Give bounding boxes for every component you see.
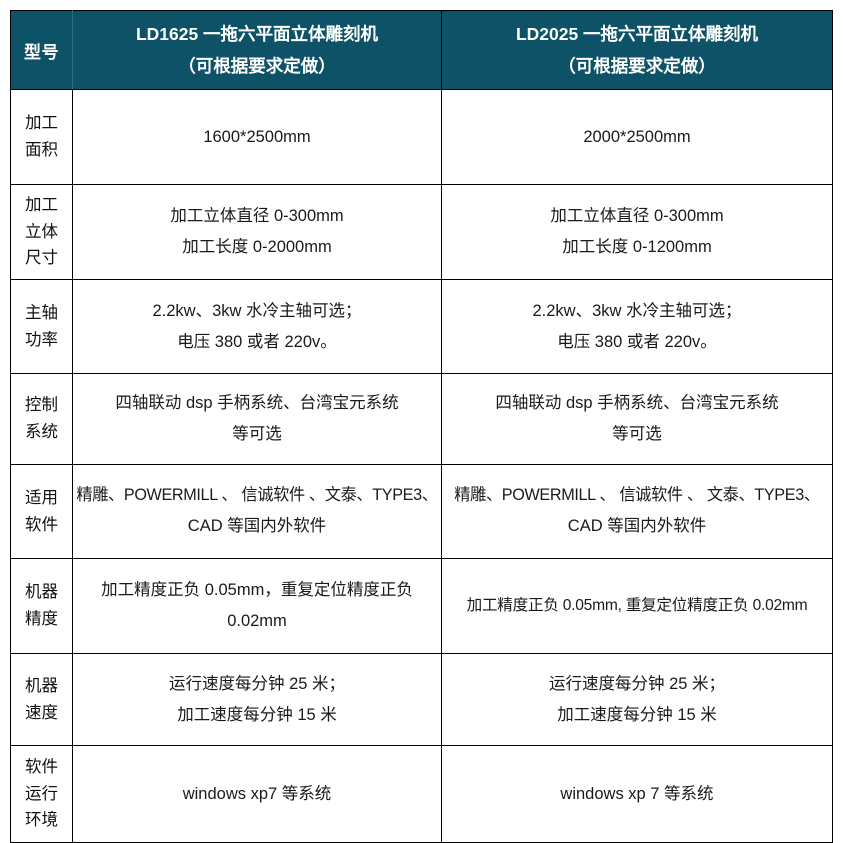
row-label-line: 加工: [25, 195, 58, 214]
cell-line: 加工速度每分钟 15 米: [557, 705, 717, 724]
header-row: 型号 LD1625 一拖六平面立体雕刻机 （可根据要求定做） LD2025 一拖…: [10, 10, 833, 90]
table-row: 适用 软件 精雕、POWERMILL 、 信诚软件 、文泰、TYPE3、 CAD…: [10, 464, 833, 559]
row-label-machine-precision: 机器 精度: [10, 558, 73, 654]
cell-line: 等可选: [232, 425, 282, 443]
cell-machine-precision-ld1625: 加工精度正负 0.05mm，重复定位精度正负 0.02mm: [72, 558, 442, 654]
table-body: 加工 面积 1600*2500mm 2000*2500mm 加工 立体: [10, 89, 833, 843]
table-row: 控制 系统 四轴联动 dsp 手柄系统、台湾宝元系统 等可选 四轴联动 dsp …: [10, 373, 833, 465]
cell-machine-speed-ld2025: 运行速度每分钟 25 米； 加工速度每分钟 15 米: [441, 653, 833, 746]
cell-line: 四轴联动 dsp 手柄系统、台湾宝元系统: [115, 394, 399, 413]
cell-line: 加工精度正负 0.05mm，重复定位精度正负: [101, 581, 413, 600]
row-label-spindle-power: 主轴 功率: [10, 279, 73, 374]
table-row: 主轴 功率 2.2kw、3kw 水冷主轴可选； 电压 380 或者 220v。 …: [10, 279, 833, 374]
cell-software-environment-ld1625: windows xp7 等系统: [72, 745, 442, 843]
header-model-ld2025: LD2025 一拖六平面立体雕刻机 （可根据要求定做）: [441, 10, 833, 90]
row-label-line: 机器: [25, 583, 58, 602]
cell-line: 运行速度每分钟 25 米；: [168, 674, 346, 693]
cell-line: 加工立体直径 0-300mm: [170, 207, 344, 226]
cell-line: 加工精度正负 0.05mm, 重复定位精度正负 0.02mm: [466, 596, 808, 614]
row-label-line: 系统: [25, 423, 58, 441]
row-label-line: 机器: [25, 676, 58, 695]
cell-processing-area-ld1625: 1600*2500mm: [72, 89, 442, 185]
cell-line: 四轴联动 dsp 手柄系统、台湾宝元系统: [495, 394, 779, 413]
cell-3d-size-ld1625: 加工立体直径 0-300mm 加工长度 0-2000mm: [72, 184, 442, 280]
row-label-line: 主轴: [25, 303, 58, 322]
cell-line: 加工速度每分钟 15 米: [177, 705, 337, 724]
row-label-line: 软件: [25, 757, 58, 776]
cell-control-system-ld1625: 四轴联动 dsp 手柄系统、台湾宝元系统 等可选: [72, 373, 442, 465]
cell-processing-area-ld2025: 2000*2500mm: [441, 89, 833, 185]
cell-line: 加工长度 0-2000mm: [182, 238, 332, 256]
row-label-line: 加工: [25, 114, 58, 133]
cell-machine-speed-ld1625: 运行速度每分钟 25 米； 加工速度每分钟 15 米: [72, 653, 442, 746]
cell-line: 精雕、POWERMILL 、 信诚软件 、 文泰、TYPE3、: [454, 486, 820, 505]
row-label-line: 面积: [25, 141, 58, 159]
cell-line: 0.02mm: [227, 612, 287, 630]
table-row: 机器 精度 加工精度正负 0.05mm，重复定位精度正负 0.02mm 加工精度…: [10, 558, 833, 654]
row-label-line: 控制: [25, 396, 58, 415]
row-label-processing-area: 加工 面积: [10, 89, 73, 185]
cell-line: CAD 等国内外软件: [187, 517, 327, 536]
row-label-software-environment: 软件 运行 环境: [10, 745, 73, 843]
header-model-ld2025-note: （可根据要求定做）: [558, 56, 716, 76]
cell-line: windows xp7 等系统: [182, 784, 332, 803]
header-model-ld1625: LD1625 一拖六平面立体雕刻机 （可根据要求定做）: [72, 10, 442, 90]
header-model-ld1625-title: LD1625 一拖六平面立体雕刻机: [135, 23, 379, 44]
cell-applicable-software-ld1625: 精雕、POWERMILL 、 信诚软件 、文泰、TYPE3、 CAD 等国内外软…: [72, 464, 442, 559]
header-model-ld2025-title: LD2025 一拖六平面立体雕刻机: [515, 23, 759, 44]
row-label-applicable-software: 适用 软件: [10, 464, 73, 559]
cell-applicable-software-ld2025: 精雕、POWERMILL 、 信诚软件 、 文泰、TYPE3、 CAD 等国内外…: [441, 464, 833, 559]
cell-line: 等可选: [612, 425, 662, 443]
table-row: 加工 立体 尺寸 加工立体直径 0-300mm 加工长度 0-2000mm 加工…: [10, 184, 833, 280]
row-label-line: 精度: [25, 610, 58, 628]
cell-line: 加工立体直径 0-300mm: [550, 207, 724, 226]
cell-line: CAD 等国内外软件: [567, 517, 707, 536]
cell-line: 2000*2500mm: [583, 127, 691, 146]
table-row: 软件 运行 环境 windows xp7 等系统 windows xp 7 等系…: [10, 745, 833, 843]
table-row: 机器 速度 运行速度每分钟 25 米； 加工速度每分钟 15 米 运行速度每分钟…: [10, 653, 833, 746]
table-row: 加工 面积 1600*2500mm 2000*2500mm: [10, 89, 833, 185]
row-label-line: 软件: [25, 515, 58, 534]
row-label-line: 功率: [25, 330, 58, 349]
row-label-control-system: 控制 系统: [10, 373, 73, 465]
cell-spindle-power-ld2025: 2.2kw、3kw 水冷主轴可选； 电压 380 或者 220v。: [441, 279, 833, 374]
cell-line: 加工长度 0-1200mm: [562, 238, 712, 256]
row-label-machine-speed: 机器 速度: [10, 653, 73, 746]
cell-software-environment-ld2025: windows xp 7 等系统: [441, 745, 833, 843]
cell-machine-precision-ld2025: 加工精度正负 0.05mm, 重复定位精度正负 0.02mm: [441, 558, 833, 654]
header-label-column: 型号: [10, 10, 73, 90]
cell-3d-size-ld2025: 加工立体直径 0-300mm 加工长度 0-1200mm: [441, 184, 833, 280]
cell-line: 2.2kw、3kw 水冷主轴可选；: [152, 301, 362, 320]
cell-line: 电压 380 或者 220v。: [557, 332, 717, 351]
row-label-line: 适用: [25, 488, 58, 507]
row-label-line: 立体: [25, 222, 58, 241]
page-root: 型号 LD1625 一拖六平面立体雕刻机 （可根据要求定做） LD2025 一拖…: [10, 10, 833, 843]
cell-line: windows xp 7 等系统: [560, 784, 714, 803]
cell-line: 电压 380 或者 220v。: [177, 332, 337, 351]
row-label-line: 尺寸: [25, 249, 58, 268]
table-header: 型号 LD1625 一拖六平面立体雕刻机 （可根据要求定做） LD2025 一拖…: [10, 10, 833, 90]
cell-spindle-power-ld1625: 2.2kw、3kw 水冷主轴可选； 电压 380 或者 220v。: [72, 279, 442, 374]
cell-line: 2.2kw、3kw 水冷主轴可选；: [532, 301, 742, 320]
cell-line: 运行速度每分钟 25 米；: [548, 674, 726, 693]
cell-line: 1600*2500mm: [203, 127, 311, 146]
header-model-ld1625-note: （可根据要求定做）: [178, 56, 336, 76]
row-label-line: 速度: [25, 703, 58, 722]
cell-control-system-ld2025: 四轴联动 dsp 手柄系统、台湾宝元系统 等可选: [441, 373, 833, 465]
row-label-3d-size: 加工 立体 尺寸: [10, 184, 73, 280]
specification-table: 型号 LD1625 一拖六平面立体雕刻机 （可根据要求定做） LD2025 一拖…: [10, 10, 833, 843]
cell-line: 精雕、POWERMILL 、 信诚软件 、文泰、TYPE3、: [76, 486, 438, 505]
row-label-line: 环境: [25, 811, 58, 830]
